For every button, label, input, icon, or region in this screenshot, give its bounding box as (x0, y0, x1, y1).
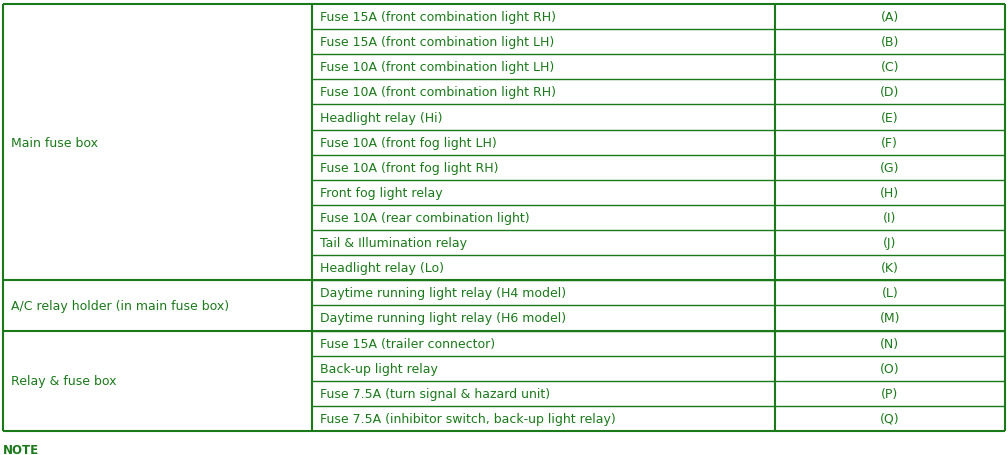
Text: Fuse 10A (rear combination light): Fuse 10A (rear combination light) (320, 212, 529, 224)
Text: (B): (B) (881, 36, 899, 49)
Text: (K): (K) (881, 262, 899, 275)
Text: (N): (N) (880, 337, 899, 350)
Text: NOTE: NOTE (3, 443, 39, 455)
Text: Daytime running light relay (H6 model): Daytime running light relay (H6 model) (320, 312, 565, 325)
Text: Fuse 10A (front fog light RH): Fuse 10A (front fog light RH) (320, 162, 498, 174)
Text: Fuse 15A (front combination light LH): Fuse 15A (front combination light LH) (320, 36, 553, 49)
Text: (O): (O) (880, 362, 899, 375)
Text: Front fog light relay: Front fog light relay (320, 187, 443, 199)
Text: (F): (F) (881, 136, 898, 149)
Text: Main fuse box: Main fuse box (11, 136, 98, 149)
Text: (J): (J) (883, 237, 896, 250)
Text: Daytime running light relay (H4 model): Daytime running light relay (H4 model) (320, 287, 565, 300)
Text: (Q): (Q) (880, 412, 899, 425)
Text: (C): (C) (881, 61, 899, 74)
Text: Fuse 15A (trailer connector): Fuse 15A (trailer connector) (320, 337, 495, 350)
Text: (G): (G) (880, 162, 899, 174)
Text: Tail & Illumination relay: Tail & Illumination relay (320, 237, 467, 250)
Text: Fuse 7.5A (inhibitor switch, back-up light relay): Fuse 7.5A (inhibitor switch, back-up lig… (320, 412, 615, 425)
Text: (M): (M) (880, 312, 900, 325)
Text: (I): (I) (883, 212, 896, 224)
Text: Fuse 10A (front fog light LH): Fuse 10A (front fog light LH) (320, 136, 496, 149)
Text: A/C relay holder (in main fuse box): A/C relay holder (in main fuse box) (11, 299, 229, 312)
Text: (D): (D) (880, 86, 899, 99)
Text: Fuse 7.5A (turn signal & hazard unit): Fuse 7.5A (turn signal & hazard unit) (320, 387, 549, 400)
Text: (E): (E) (881, 111, 898, 124)
Text: Fuse 10A (front combination light LH): Fuse 10A (front combination light LH) (320, 61, 553, 74)
Text: Fuse 15A (front combination light RH): Fuse 15A (front combination light RH) (320, 11, 555, 24)
Text: (A): (A) (881, 11, 899, 24)
Text: Headlight relay (Lo): Headlight relay (Lo) (320, 262, 444, 275)
Text: (H): (H) (880, 187, 899, 199)
Text: Relay & fuse box: Relay & fuse box (11, 374, 117, 387)
Text: Fuse 10A (front combination light RH): Fuse 10A (front combination light RH) (320, 86, 555, 99)
Text: Headlight relay (Hi): Headlight relay (Hi) (320, 111, 443, 124)
Text: (L): (L) (881, 287, 898, 300)
Text: Back-up light relay: Back-up light relay (320, 362, 437, 375)
Text: (P): (P) (881, 387, 898, 400)
